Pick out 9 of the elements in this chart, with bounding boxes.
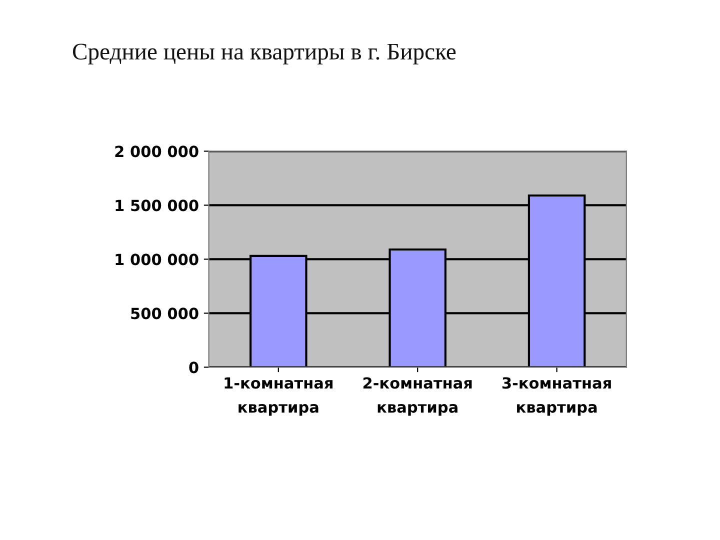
y-tick-label: 500 000 — [131, 308, 198, 320]
y-tick-label: 1 000 000 — [116, 254, 198, 266]
chart-title: Средние цены на квартиры в г. Бирске — [72, 44, 456, 64]
y-tick-label: 0 — [189, 362, 198, 374]
y-tick-label: 2 000 000 — [115, 146, 198, 158]
x-tick-label: 2-комнатная квартира — [363, 377, 472, 416]
x-tick-label: 1-комнатная квартира — [224, 377, 332, 416]
x-tick-label: 3-комнатная квартира — [502, 377, 611, 416]
y-tick-label: 1 500 000 — [116, 200, 198, 212]
